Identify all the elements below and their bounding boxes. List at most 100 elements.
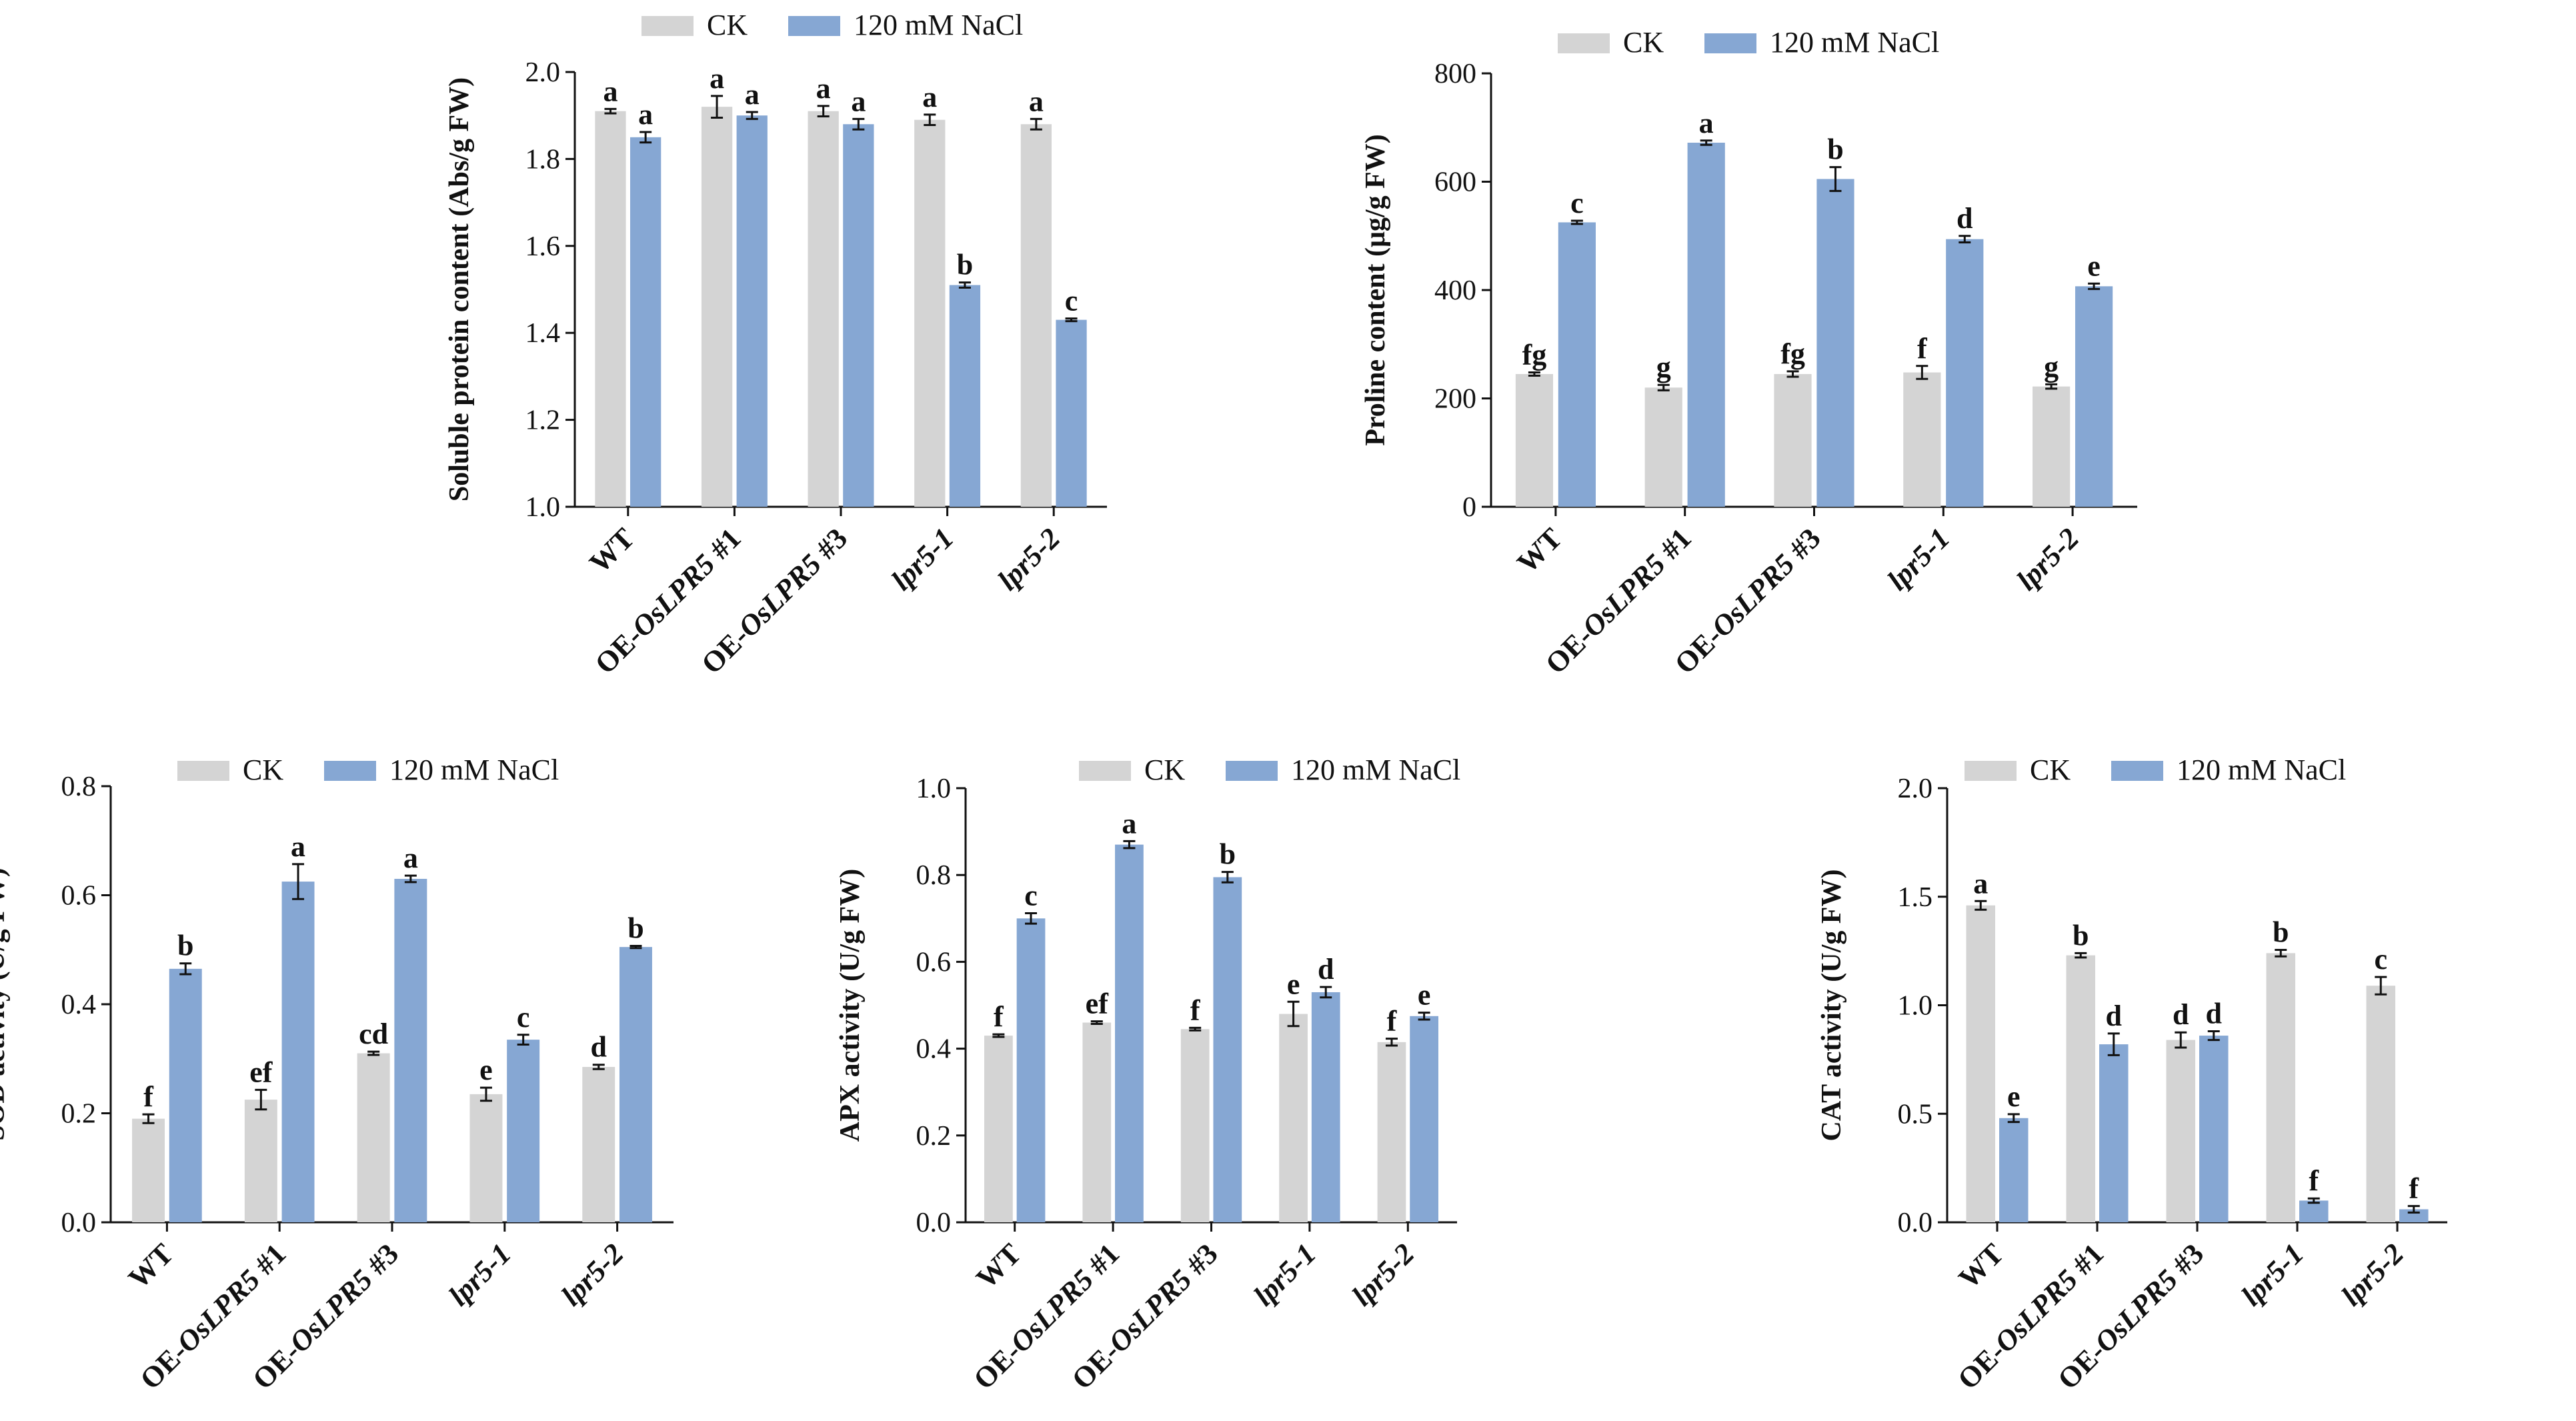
y-axis-title: SOD activity (U/g FW) (0, 868, 11, 1140)
legend-swatch (1079, 761, 1131, 781)
significance-letter: c (1570, 187, 1584, 219)
legend-swatch (324, 761, 376, 781)
nacl-bar (949, 285, 981, 507)
y-axis-title: APX activity (U/g FW) (835, 869, 866, 1142)
significance-letter: b (2273, 916, 2289, 948)
x-category-label: WT (122, 1237, 180, 1295)
y-tick-label: 200 (1434, 384, 1476, 415)
y-tick-label: 600 (1434, 167, 1476, 198)
legend-label: CK (707, 9, 748, 41)
significance-letter: e (1287, 968, 1300, 1000)
ck-bar (1903, 372, 1941, 507)
y-axis-title: Proline content (μg/g FW) (1360, 134, 1391, 445)
significance-letter: a (1973, 867, 1988, 900)
significance-letter: b (627, 912, 643, 945)
significance-letter: a (291, 830, 305, 863)
y-tick-label: 0.6 (916, 947, 952, 978)
significance-letter: b (177, 930, 193, 962)
y-tick-label: 1.6 (525, 231, 561, 262)
nacl-bar (1999, 1118, 2029, 1222)
ck-bar (1377, 1042, 1406, 1222)
ck-bar (808, 111, 839, 507)
legend-swatch (641, 16, 694, 36)
ck-bar (1279, 1014, 1308, 1222)
legend: CK 120 mM NaCl (177, 754, 559, 786)
ck-bar (1082, 1022, 1112, 1222)
legend-swatch (177, 761, 229, 781)
significance-letter: f (1190, 994, 1201, 1026)
ck-bar (2366, 986, 2395, 1222)
y-tick-label: 0.2 (61, 1099, 97, 1130)
legend: CK 120 mM NaCl (1965, 754, 2346, 786)
x-category-label: lpr5-2 (555, 1237, 629, 1312)
y-tick-label: 0.8 (61, 772, 97, 802)
legend-label: CK (243, 754, 283, 786)
x-category-label: lpr5-1 (1881, 521, 1956, 596)
significance-letter: fg (1780, 337, 1805, 370)
ck-bar (582, 1067, 615, 1222)
legend-label: 120 mM NaCl (1291, 754, 1460, 786)
nacl-bar (1687, 143, 1725, 507)
y-tick-label: 0 (1462, 492, 1476, 523)
significance-letter: a (745, 78, 760, 111)
x-category-label: lpr5-1 (2235, 1237, 2310, 1312)
ck-bar (2033, 386, 2071, 507)
significance-letter: b (2073, 919, 2089, 952)
y-tick-label: 800 (1434, 59, 1476, 89)
significance-letter: a (1122, 807, 1136, 840)
nacl-bar (2299, 1200, 2329, 1222)
y-axis-title: CAT activity (U/g FW) (1816, 870, 1847, 1142)
significance-letter: g (2044, 350, 2059, 383)
significance-letter: ef (249, 1056, 273, 1088)
significance-letter: g (1656, 351, 1671, 383)
x-category-label: lpr5-2 (992, 521, 1066, 596)
nacl-bar (507, 1040, 540, 1222)
x-category-label: WT (583, 521, 641, 579)
significance-letter: cd (359, 1018, 388, 1050)
ck-bar (132, 1118, 165, 1222)
legend-label: 120 mM NaCl (854, 9, 1023, 41)
ck-bar (357, 1053, 390, 1222)
ck-bar (1515, 373, 1554, 507)
nacl-bar (843, 124, 874, 507)
x-category-label: lpr5-1 (1248, 1237, 1322, 1312)
ck-bar (701, 107, 733, 507)
y-tick-label: 1.0 (916, 774, 952, 804)
ck-bar (2066, 955, 2095, 1222)
legend-swatch (1226, 761, 1278, 781)
legend-label: CK (1144, 754, 1185, 786)
nacl-bar (2099, 1044, 2129, 1222)
y-tick-label: 0.8 (916, 860, 952, 891)
significance-letter: d (2173, 998, 2189, 1031)
significance-letter: a (851, 85, 866, 117)
ck-bar (1020, 124, 1052, 507)
ck-bar (2266, 953, 2295, 1222)
chart-panel-5: 0.0 0.5 1.0 1.5 2.0 CAT activity (U/g FW) CK 12… (1816, 754, 2447, 1396)
ck-bar (1644, 387, 1682, 507)
nacl-bar (2075, 286, 2113, 507)
significance-letter: e (479, 1054, 493, 1086)
significance-letter: b (1827, 133, 1843, 166)
legend-label: CK (1623, 26, 1664, 59)
significance-letter: d (1957, 202, 1973, 235)
significance-letter: a (638, 98, 653, 131)
nacl-bar (2399, 1209, 2429, 1222)
y-tick-label: 0.4 (916, 1034, 952, 1065)
ck-bar (1180, 1029, 1210, 1222)
ck-bar (914, 119, 946, 507)
legend-label: 120 mM NaCl (1770, 26, 1939, 59)
nacl-bar (1558, 222, 1596, 507)
significance-letter: a (603, 75, 617, 107)
nacl-bar (1410, 1016, 1438, 1222)
significance-letter: a (710, 62, 724, 95)
x-category-label: lpr5-2 (1346, 1237, 1420, 1312)
significance-letter: c (1024, 879, 1038, 912)
ck-bar (595, 111, 626, 507)
significance-letter: a (922, 81, 937, 113)
nacl-bar (394, 878, 427, 1222)
significance-letter: a (1699, 107, 1714, 139)
chart-panel-4: 0.0 0.2 0.4 0.6 0.8 1.0 APX activity (U/g FW) C… (835, 754, 1460, 1396)
significance-letter: c (517, 1001, 530, 1034)
y-tick-label: 1.0 (525, 492, 561, 523)
